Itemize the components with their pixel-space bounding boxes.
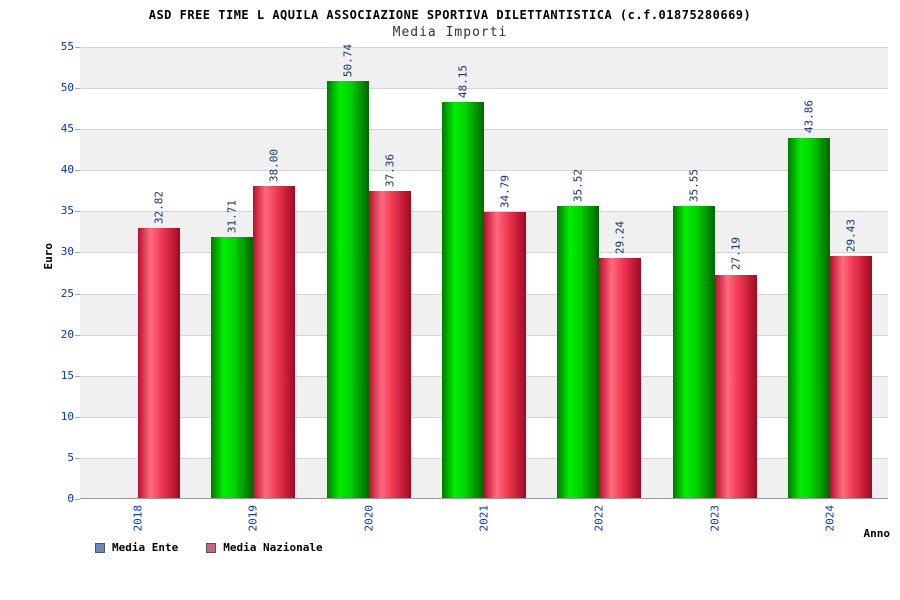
bar-value-label: 48.15: [456, 65, 470, 99]
bar-value-label: 27.19: [729, 237, 743, 271]
plot-background-band: [80, 47, 888, 89]
bar-value-label: 29.24: [613, 220, 627, 254]
bar-media-nazionale-2018: [137, 228, 180, 498]
grid-line: [80, 129, 888, 131]
bar-value-label: 38.00: [267, 148, 281, 182]
bar-value-label: 32.82: [152, 191, 166, 225]
bar-media-ente-2019: [211, 237, 254, 498]
y-tick-label: 50: [60, 81, 74, 95]
y-tick-mark: [75, 375, 80, 377]
y-tick-mark: [75, 416, 80, 418]
y-tick-mark: [75, 211, 80, 213]
legend-item-media-nazionale[interactable]: Media Nazionale: [206, 541, 323, 554]
legend-label: Media Ente: [112, 541, 179, 554]
legend-swatch-media-nazionale: [206, 542, 217, 553]
bar-media-ente-2022: [557, 206, 600, 498]
bar-media-nazionale-2022: [599, 257, 642, 498]
y-tick-mark: [75, 457, 80, 459]
y-tick-label: 35: [60, 204, 74, 218]
plot-background-band: [80, 129, 888, 171]
y-tick-mark: [75, 252, 80, 254]
y-tick-label: 20: [60, 327, 74, 341]
y-tick-label: 55: [60, 40, 74, 53]
x-tick-label-2020: 2020: [362, 505, 376, 532]
x-axis-title: Anno: [863, 527, 891, 540]
bar-media-nazionale-2023: [714, 274, 757, 498]
x-tick-label-2018: 2018: [131, 505, 145, 532]
legend-label: Media Nazionale: [223, 541, 323, 554]
plot-area: 32.82 2018 31.71 38.00 2019 50.74 37.36 2020 48.…: [80, 43, 888, 532]
bar-value-label: 35.55: [687, 168, 701, 202]
grid-line: [80, 211, 888, 213]
y-tick-label: 40: [60, 163, 74, 177]
legend: Media Ente Media Nazionale: [95, 541, 323, 554]
bar-media-ente-2021: [442, 102, 484, 498]
y-tick-mark: [75, 334, 80, 336]
bar-value-label: 31.71: [225, 200, 239, 234]
bar-value-label: 37.36: [383, 153, 397, 187]
bar-media-ente-2020: [326, 81, 369, 498]
chart-title: ASD FREE TIME L AQUILA ASSOCIAZIONE SPOR…: [148, 8, 752, 22]
y-tick-mark: [75, 129, 80, 131]
y-tick-label: 0: [67, 492, 74, 505]
legend-item-media-ente[interactable]: Media Ente: [95, 541, 178, 554]
bar-media-nazionale-2019: [253, 185, 296, 498]
x-tick-label-2021: 2021: [477, 505, 491, 532]
bar-value-label: 50.74: [341, 43, 355, 78]
bar-media-nazionale-2021: [484, 212, 526, 498]
y-tick-label: 25: [60, 286, 74, 300]
legend-swatch-media-ente: [95, 542, 105, 553]
bar-value-label: 35.52: [571, 168, 585, 203]
bar-media-nazionale-2024: [830, 256, 873, 498]
bar-media-nazionale-2020: [368, 190, 411, 498]
grid-line: [80, 88, 888, 90]
y-tick-label: 45: [60, 122, 74, 136]
x-tick-label-2022: 2022: [592, 505, 606, 532]
bar-media-ente-2023: [672, 205, 715, 498]
y-tick-mark: [75, 170, 80, 172]
y-tick-mark: [75, 293, 80, 295]
x-tick-label-2024: 2024: [823, 505, 837, 532]
y-tick-label: 10: [60, 409, 74, 423]
y-tick-label: 5: [67, 450, 74, 464]
bar-value-label: 43.86: [802, 100, 816, 134]
y-tick-mark: [75, 88, 80, 90]
y-tick-label: 15: [60, 368, 74, 382]
bar-value-label: 29.43: [844, 219, 858, 253]
y-tick-mark: [75, 499, 80, 500]
chart-subtitle: Media Importi: [392, 25, 508, 40]
grid-line: [80, 47, 888, 48]
y-tick-label: 30: [60, 245, 74, 259]
x-axis-line: [80, 498, 888, 499]
x-tick-label-2019: 2019: [246, 505, 260, 532]
bar-value-label: 34.79: [498, 174, 512, 209]
grid-line: [80, 170, 888, 172]
y-tick-mark: [75, 47, 80, 48]
x-tick-label-2023: 2023: [708, 505, 722, 532]
bar-media-ente-2024: [788, 137, 831, 498]
